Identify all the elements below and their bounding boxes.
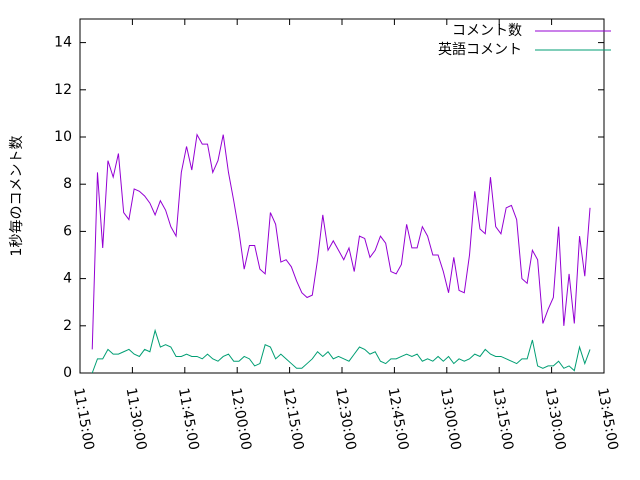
y-tick-label: 8	[63, 176, 72, 192]
x-tick-label: 12:45:00	[385, 387, 412, 452]
y-tick-label: 10	[54, 129, 72, 145]
y-tick-label: 0	[63, 365, 72, 381]
x-tick-label: 11:45:00	[175, 387, 202, 452]
legend-label: 英語コメント	[438, 41, 522, 58]
x-tick-label: 13:15:00	[489, 387, 516, 452]
series-line	[91, 133, 591, 350]
x-tick-label: 11:30:00	[123, 387, 150, 452]
y-tick-label: 2	[63, 318, 72, 334]
plot-border	[79, 18, 605, 374]
y-tick-label: 6	[63, 223, 72, 239]
x-tick-label: 13:30:00	[542, 387, 569, 452]
x-tick-label: 12:00:00	[227, 387, 254, 452]
legend-label: コメント数	[452, 23, 522, 39]
x-tick-label: 12:30:00	[332, 387, 359, 452]
series-line	[91, 328, 591, 374]
x-tick-label: 11:15:00	[70, 387, 97, 452]
x-tick-label: 12:15:00	[280, 387, 307, 452]
x-tick-label: 13:45:00	[594, 387, 621, 452]
x-tick-label: 13:00:00	[437, 387, 464, 452]
y-axis-label: 1秒毎のコメント数	[9, 136, 25, 257]
y-tick-label: 14	[54, 35, 72, 51]
y-tick-label: 12	[54, 82, 72, 98]
y-tick-label: 4	[63, 271, 72, 287]
